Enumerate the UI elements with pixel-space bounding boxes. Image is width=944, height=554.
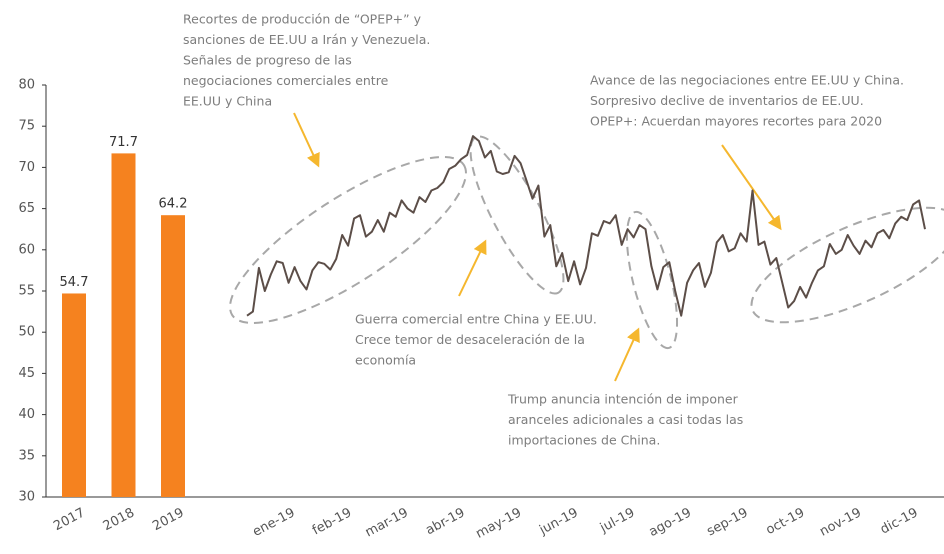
value-label: 64.2 <box>159 197 188 212</box>
bar <box>161 215 185 497</box>
bar <box>62 293 86 497</box>
value-label: 54.7 <box>60 275 89 290</box>
x-tick-label: 2018 <box>101 505 137 534</box>
x-tick-label: may-19 <box>473 505 524 541</box>
y-tick-label: 60 <box>18 242 35 257</box>
y-tick-label: 35 <box>18 448 35 463</box>
price-line <box>246 135 926 317</box>
y-tick-label: 55 <box>18 284 35 299</box>
x-tick-label: nov-19 <box>817 505 864 539</box>
x-tick-label: jul-19 <box>597 505 637 536</box>
annotation: Sorpresivo declive de inventarios de EE.… <box>590 93 864 108</box>
annotation-arrows <box>293 112 782 382</box>
annotation: Guerra comercial entre China y EE.UU. <box>355 312 597 327</box>
annotation: importaciones de China. <box>508 433 660 448</box>
x-tick-label: 2019 <box>150 505 186 534</box>
bar <box>111 153 136 497</box>
annotation: sanciones de EE.UU a Irán y Venezuela. <box>183 32 430 47</box>
y-tick-label: 45 <box>18 366 35 381</box>
highlight-ellipses <box>229 135 944 350</box>
annotation: economía <box>355 353 416 368</box>
x-tick-label: feb-19 <box>310 505 354 538</box>
x-tick-label: oct-19 <box>764 505 808 538</box>
annotation: Trump anuncia intención de imponer <box>507 392 739 407</box>
annotation: OPEP+: Acuerdan mayores recortes para 20… <box>590 114 882 129</box>
x-tick-label: 2017 <box>51 505 87 534</box>
x-tick-label: dic-19 <box>878 505 921 537</box>
y-tick-label: 70 <box>18 160 35 175</box>
annotation: Avance de las negociaciones entre EE.UU … <box>590 73 904 88</box>
x-tick-label: abr-19 <box>423 505 467 538</box>
annotation: EE.UU y China <box>183 94 272 109</box>
x-tick-label: ene-19 <box>250 505 297 540</box>
annotation: negociaciones comerciales entre <box>183 73 389 88</box>
annotation: aranceles adicionales a casi todas las <box>508 412 743 427</box>
annotation: Crece temor de desaceleración de la <box>355 332 585 347</box>
x-tick-label: jun-19 <box>536 505 580 538</box>
x-tick-label: ago-19 <box>647 505 694 540</box>
y-tick-label: 80 <box>18 78 35 93</box>
y-tick-label: 50 <box>18 325 35 340</box>
annotation: Señales de progreso de las <box>183 53 352 68</box>
y-tick-label: 75 <box>18 119 35 134</box>
value-label: 71.7 <box>109 135 138 150</box>
y-tick-label: 65 <box>18 201 35 216</box>
annotation: Recortes de producción de “OPEP+” y <box>183 12 422 27</box>
y-tick-label: 40 <box>18 407 35 422</box>
x-tick-label: sep-19 <box>704 505 750 539</box>
y-tick-label: 30 <box>18 490 35 505</box>
x-tick-label: mar-19 <box>363 505 411 540</box>
